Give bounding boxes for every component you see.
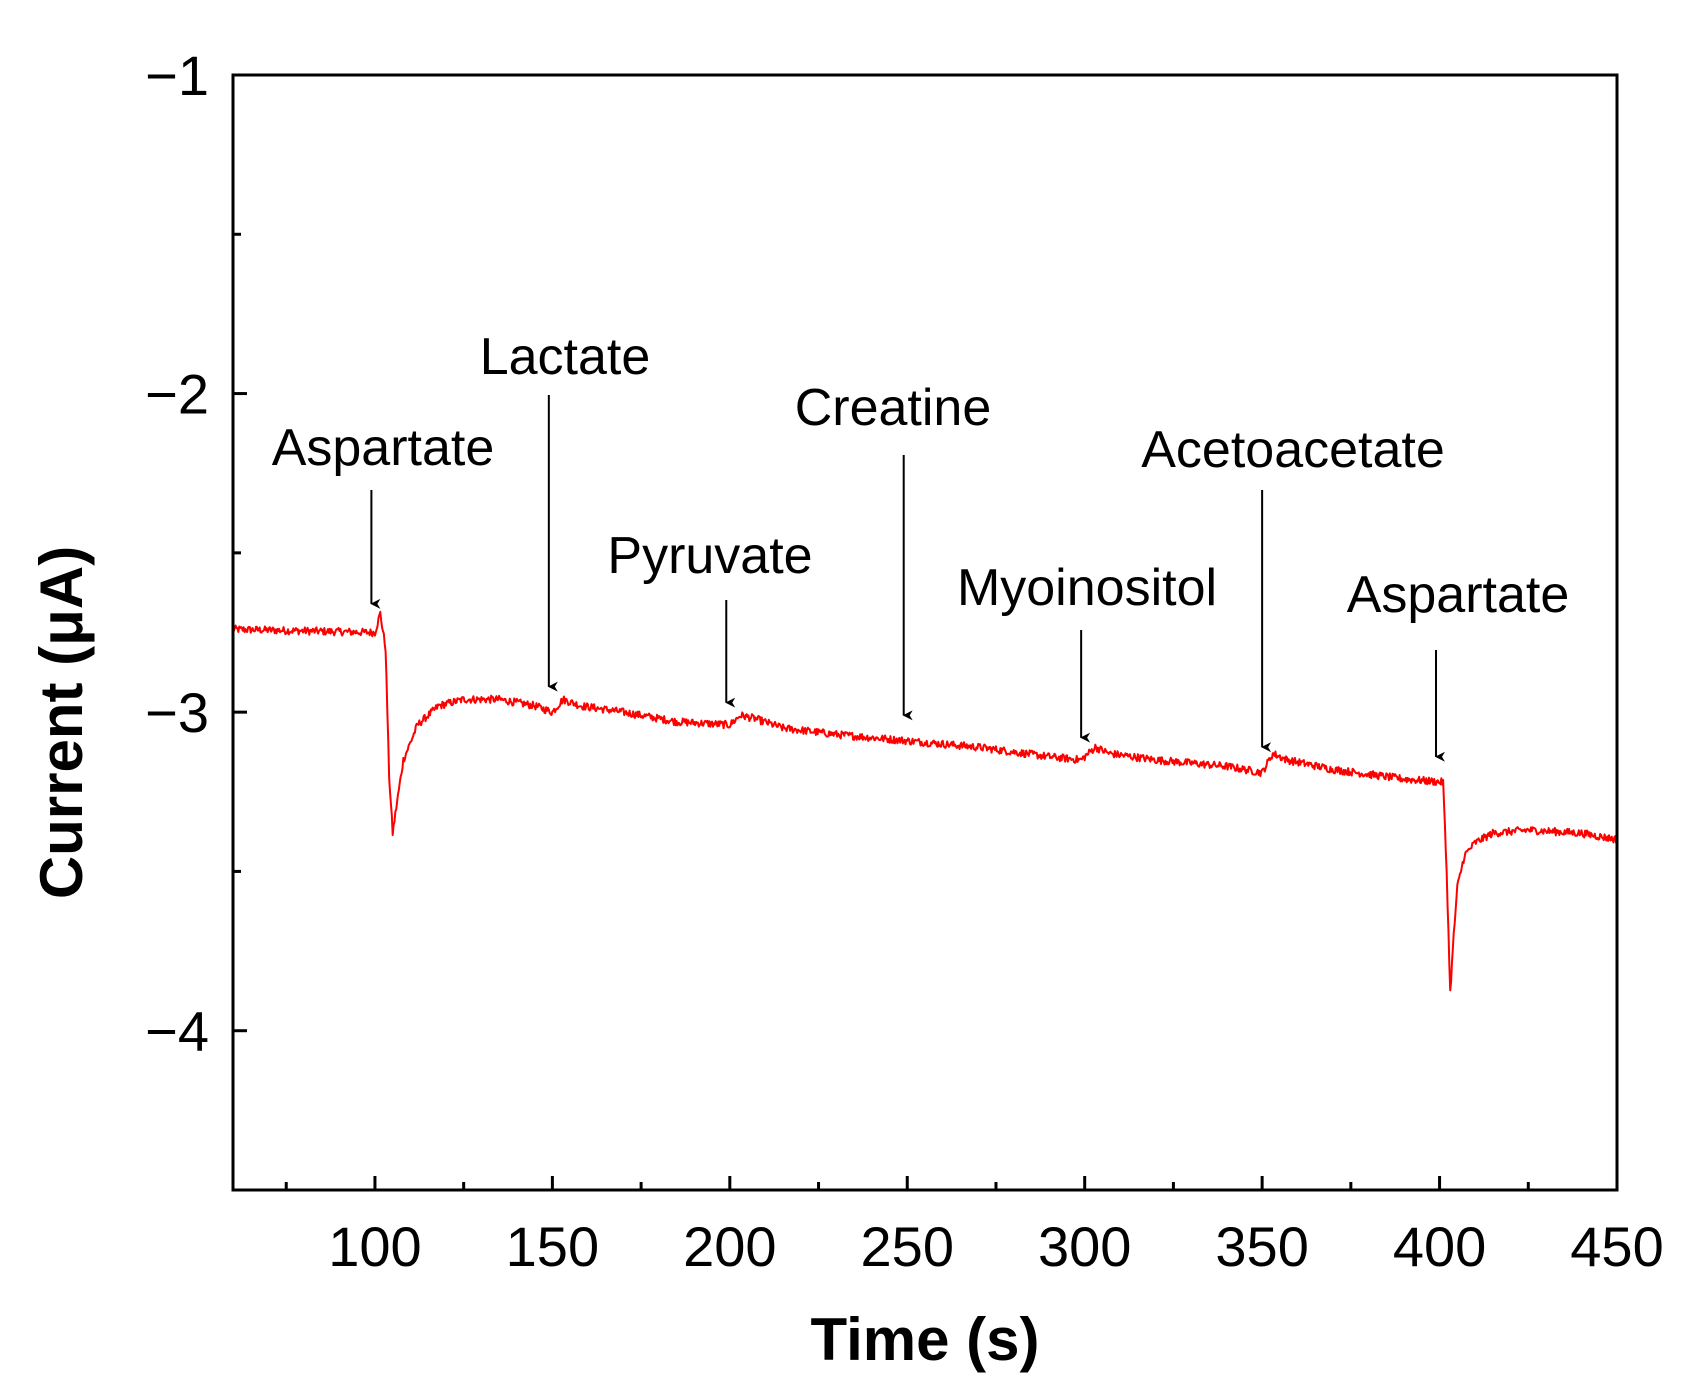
y-tick-label: −4 (145, 1000, 209, 1063)
y-tick-label: −3 (145, 681, 209, 744)
annotation-label: Aspartate (272, 419, 495, 477)
y-tick-label: −1 (145, 44, 209, 107)
x-tick-label: 300 (1038, 1215, 1131, 1278)
annotation: Creatine (795, 379, 992, 721)
annotation: Myoinositol (957, 559, 1217, 743)
y-tick-label: −2 (145, 363, 209, 426)
x-axis-title: Time (s) (811, 1306, 1040, 1373)
annotation: Aspartate (1347, 566, 1570, 762)
annotation-label: Myoinositol (957, 559, 1217, 617)
annotation: Aspartate (272, 419, 495, 609)
x-tick-label: 250 (861, 1215, 954, 1278)
annotation: Acetoacetate (1141, 421, 1445, 753)
series-line-0 (233, 610, 1617, 992)
x-tick-label: 400 (1393, 1215, 1486, 1278)
annotation: Pyruvate (607, 527, 813, 708)
annotation-label: Lactate (480, 328, 651, 386)
x-tick-label: 450 (1570, 1215, 1663, 1278)
x-tick-label: 200 (683, 1215, 776, 1278)
annotation-label: Pyruvate (607, 527, 812, 585)
annotation-label: Creatine (795, 379, 992, 437)
series-layer (233, 610, 1617, 992)
annotation-label: Aspartate (1347, 566, 1570, 624)
annotation: Lactate (480, 328, 651, 692)
y-axis-title: Current (μA) (28, 546, 95, 899)
x-tick-label: 350 (1215, 1215, 1308, 1278)
x-tick-label: 150 (506, 1215, 599, 1278)
x-tick-label: 100 (328, 1215, 421, 1278)
annotation-layer: Aspartate Lactate Pyruvate Creatine Myoinosi… (272, 328, 1570, 762)
annotation-label: Acetoacetate (1141, 421, 1445, 479)
axes-layer: 100 150 200 250 300 350 400 450 −1 −2 −3 −4 (145, 44, 1664, 1278)
plot-frame (231, 73, 1619, 1192)
